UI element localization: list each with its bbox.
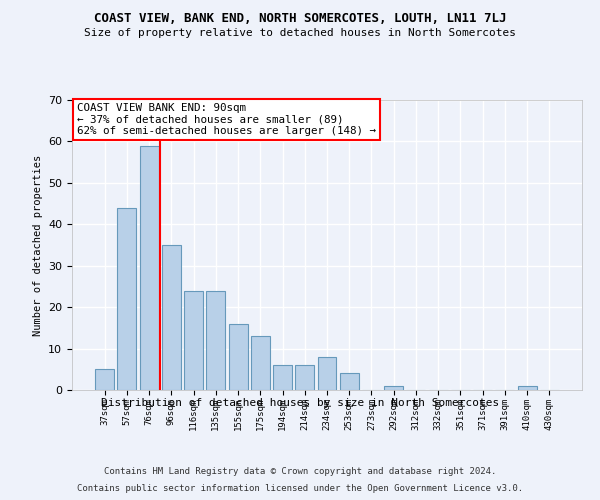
- Bar: [229, 324, 248, 390]
- Bar: [184, 290, 203, 390]
- Text: COAST VIEW BANK END: 90sqm
← 37% of detached houses are smaller (89)
62% of semi: COAST VIEW BANK END: 90sqm ← 37% of deta…: [77, 103, 376, 136]
- Bar: [340, 374, 359, 390]
- Text: Contains HM Land Registry data © Crown copyright and database right 2024.: Contains HM Land Registry data © Crown c…: [104, 468, 496, 476]
- Bar: [295, 365, 314, 390]
- Bar: [118, 208, 136, 390]
- Bar: [95, 370, 114, 390]
- Text: Distribution of detached houses by size in North Somercotes: Distribution of detached houses by size …: [101, 398, 499, 407]
- Bar: [273, 365, 292, 390]
- Y-axis label: Number of detached properties: Number of detached properties: [32, 154, 43, 336]
- Bar: [384, 386, 403, 390]
- Bar: [206, 290, 225, 390]
- Bar: [518, 386, 536, 390]
- Bar: [140, 146, 158, 390]
- Bar: [251, 336, 270, 390]
- Text: COAST VIEW, BANK END, NORTH SOMERCOTES, LOUTH, LN11 7LJ: COAST VIEW, BANK END, NORTH SOMERCOTES, …: [94, 12, 506, 26]
- Text: Contains public sector information licensed under the Open Government Licence v3: Contains public sector information licen…: [77, 484, 523, 493]
- Bar: [317, 357, 337, 390]
- Text: Size of property relative to detached houses in North Somercotes: Size of property relative to detached ho…: [84, 28, 516, 38]
- Bar: [162, 245, 181, 390]
